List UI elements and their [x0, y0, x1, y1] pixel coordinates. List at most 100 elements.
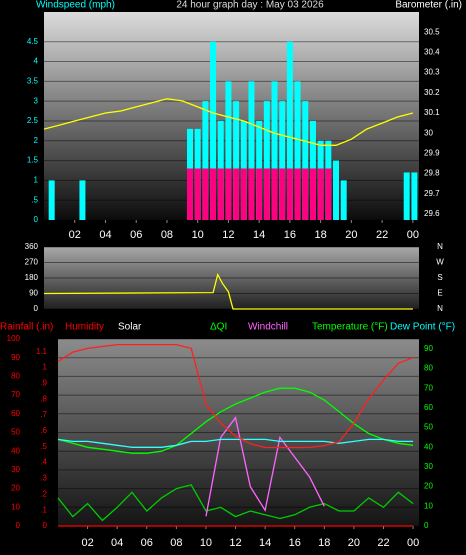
x-tick-label: 06 — [141, 537, 153, 549]
bar — [225, 168, 232, 220]
y3-tick-label: .9 — [40, 378, 47, 387]
bar — [263, 101, 270, 220]
x-tick-label: 08 — [170, 537, 182, 549]
y-tick-label: 40 — [11, 446, 20, 455]
x-tick-label: 18 — [318, 537, 330, 549]
y3-tick-label: .6 — [40, 426, 47, 435]
y-tick-label: 80 — [11, 372, 20, 381]
bar — [217, 168, 224, 220]
bar — [202, 168, 209, 220]
legend-label: Temperature (°F) — [312, 322, 388, 333]
bar — [333, 160, 340, 220]
y2-tick-label: 29.7 — [424, 189, 440, 198]
x-tick-label: 10 — [192, 229, 204, 241]
y3-tick-label: .8 — [40, 394, 47, 403]
bar — [233, 101, 240, 220]
y2-axis-title: Barometer (.in) — [395, 0, 462, 11]
line — [43, 272, 413, 310]
y-tick-label: 360 — [25, 242, 39, 251]
bar — [194, 168, 201, 220]
y-tick-label: 20 — [11, 484, 20, 493]
bar — [279, 101, 286, 220]
y3-tick-label: .5 — [40, 442, 47, 451]
bar — [302, 101, 309, 220]
bar — [271, 81, 278, 220]
y-tick-label: 0 — [34, 215, 39, 224]
y2-tick-label: 30 — [424, 128, 433, 137]
line — [57, 438, 414, 448]
x-tick-label: 04 — [99, 229, 111, 241]
y2-tick-label: 29.9 — [424, 148, 440, 157]
y3-tick-label: 1.1 — [36, 347, 48, 356]
plot-area — [44, 247, 419, 309]
y3-tick-label: .3 — [40, 474, 47, 483]
y3-tick-label: .4 — [40, 458, 47, 467]
x-tick-label: 08 — [161, 229, 173, 241]
x-tick-label: 02 — [69, 229, 81, 241]
x-tick-label: 20 — [345, 229, 357, 241]
bar — [248, 168, 255, 220]
x-tick-label: 14 — [253, 229, 265, 241]
y-tick-label: 270 — [25, 258, 39, 267]
x-tick-label: 12 — [222, 229, 234, 241]
y2-tick-label: 30.2 — [424, 88, 440, 97]
y2-tick-label: 70 — [424, 383, 433, 392]
x-tick-label: 10 — [200, 537, 212, 549]
y-tick-label: 50 — [11, 428, 20, 437]
bar — [403, 172, 410, 220]
bar — [263, 168, 270, 220]
plot-area — [44, 12, 419, 220]
y2-tick-label: 30.1 — [424, 108, 440, 117]
y-tick-label: 3.5 — [27, 76, 39, 85]
line — [57, 343, 414, 449]
bar — [210, 168, 217, 220]
x-tick-label: 20 — [348, 537, 360, 549]
x-tick-label: 06 — [130, 229, 142, 241]
y2-tick-label: 90 — [424, 344, 433, 353]
y-tick-label: 180 — [25, 273, 39, 282]
x-tick-label: 12 — [229, 537, 241, 549]
legend-label: ΔQI — [210, 322, 227, 333]
x-tick-label: 04 — [111, 537, 123, 549]
line — [43, 98, 414, 146]
y3-tick-label: 1 — [43, 363, 48, 372]
x-tick-label: 16 — [284, 229, 296, 241]
x-tick-label: 14 — [259, 537, 271, 549]
y-axis-title: Windspeed (mph) — [36, 0, 115, 11]
legend-label: Windchill — [248, 322, 288, 333]
bar — [271, 168, 278, 220]
y2-tick-label: 10 — [424, 501, 433, 510]
y-tick-label: .5 — [31, 195, 38, 204]
y-tick-label: 90 — [29, 289, 38, 298]
bar — [317, 168, 324, 220]
y2-tick-label: 30.4 — [424, 47, 440, 56]
bar — [233, 168, 240, 220]
bar — [240, 168, 247, 220]
y-tick-label: 1.5 — [27, 156, 39, 165]
y-tick-label: 4 — [34, 57, 39, 66]
chart-title: 24 hour graph day : May 03 2026 — [176, 0, 324, 11]
bar — [79, 180, 86, 220]
y2-tick-label: 30.3 — [424, 68, 440, 77]
bar — [248, 81, 255, 220]
x-tick-label: 16 — [289, 537, 301, 549]
line — [57, 484, 414, 522]
y-tick-label: 2 — [34, 136, 39, 145]
y-tick-label: 0 — [16, 521, 21, 530]
y-tick-label: 90 — [11, 353, 20, 362]
y2-tick-label: 60 — [424, 403, 433, 412]
x-tick-label: 00 — [407, 229, 419, 241]
bar — [294, 168, 301, 220]
y2-tick-label: N — [437, 242, 443, 251]
y3-tick-label: 0 — [43, 521, 48, 530]
bar — [256, 168, 263, 220]
y2-tick-label: 30 — [424, 462, 433, 471]
bar — [325, 168, 332, 220]
y2-tick-label: S — [437, 273, 442, 282]
y-tick-label: 3 — [34, 96, 39, 105]
bar — [210, 41, 217, 220]
bar — [294, 81, 301, 220]
y-tick-label: 4.5 — [27, 37, 39, 46]
